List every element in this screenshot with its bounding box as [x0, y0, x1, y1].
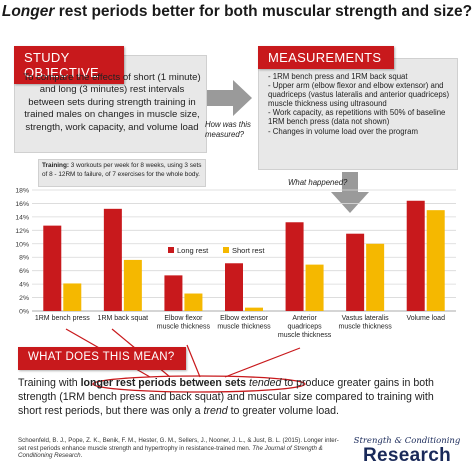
y-tick-label: 16%	[15, 201, 29, 208]
bar-long-rest	[346, 233, 365, 311]
bar-short-rest	[305, 264, 324, 311]
bar-long-rest	[285, 222, 304, 311]
bar-long-rest	[406, 200, 425, 311]
x-tick-label: Volume load	[406, 315, 445, 322]
highlighted-phrase: longer rest periods between sets	[80, 377, 247, 389]
y-tick-label: 4%	[19, 282, 29, 289]
what-happened-label: What happened?	[288, 178, 348, 187]
bar-short-rest	[366, 243, 385, 311]
x-tick-label: quadriceps	[287, 324, 322, 331]
legend-swatch	[223, 247, 229, 253]
training-box: Training: 3 workouts per week for 8 week…	[38, 159, 206, 187]
x-tick-label: 1RM back squat	[98, 315, 149, 322]
y-tick-label: 18%	[15, 188, 29, 195]
bar-long-rest	[43, 225, 62, 311]
x-tick-label: Elbow extensor	[220, 315, 269, 322]
right-arrow-icon	[207, 80, 252, 116]
measurements-box	[258, 58, 458, 170]
bar-short-rest	[184, 293, 203, 311]
measurements-heading: MEASUREMENTS	[258, 46, 394, 69]
page-title: Longer rest periods better for both musc…	[1, 3, 473, 20]
how-measured-label: How was this measured?	[205, 120, 251, 139]
bar-short-rest	[63, 283, 82, 311]
measurement-item: - 1RM bench press and 1RM back squat	[268, 72, 408, 81]
measurement-item: - Work capacity, as repetitions with 50%…	[268, 108, 446, 127]
legend-label: Long rest	[177, 246, 209, 255]
x-tick-label: Anterior	[292, 315, 317, 322]
legend-swatch	[168, 247, 174, 253]
study-objective-text: To compare the effects of short (1 minut…	[23, 72, 201, 133]
meaning-heading: WHAT DOES THIS MEAN?	[18, 347, 186, 370]
down-arrow-icon	[331, 172, 369, 213]
x-tick-label: muscle thickness	[278, 332, 332, 339]
bar-long-rest	[225, 263, 243, 311]
citation: Schoenfeld, B. J., Pope, Z. K., Benik, F…	[18, 437, 339, 460]
measurement-item: - Changes in volume load over the progra…	[268, 126, 418, 136]
y-tick-label: 0%	[19, 309, 29, 316]
measurement-item: - Upper arm (elbow flexor and elbow exte…	[268, 81, 450, 109]
bar-long-rest	[103, 208, 122, 311]
y-tick-label: 10%	[15, 241, 29, 248]
study-objective-heading: STUDY OBJECTIVE	[14, 46, 124, 84]
x-tick-label: 1RM bench press	[35, 315, 90, 322]
x-tick-label: Elbow flexor	[164, 315, 203, 322]
bar-short-rest	[123, 259, 142, 311]
y-tick-label: 8%	[19, 255, 29, 262]
measurements-list: - 1RM bench press and 1RM back squat - U…	[268, 72, 454, 136]
y-tick-label: 14%	[15, 214, 29, 221]
x-tick-label: muscle thickness	[217, 324, 271, 331]
logo-bottom-text: Research	[363, 445, 451, 466]
annotation-line	[224, 347, 301, 378]
x-tick-label: muscle thickness	[338, 324, 392, 331]
journal-logo: Strength & Conditioning Research	[348, 436, 466, 466]
results-bar-chart: 0% 2% 4% 6% 8% 10% 12% 14% 16% 18% 1RM bench press…	[15, 188, 456, 339]
legend-label: Short rest	[232, 246, 265, 255]
x-tick-label: Vastus lateralis	[342, 315, 389, 322]
y-tick-label: 12%	[15, 228, 29, 235]
annotation-line	[186, 344, 201, 378]
y-tick-label: 2%	[19, 295, 29, 302]
y-tick-label: 6%	[19, 268, 29, 275]
bar-short-rest	[426, 210, 445, 311]
logo-top-text: Strength & Conditioning	[353, 436, 461, 446]
bar-long-rest	[164, 275, 183, 311]
bar-short-rest	[245, 307, 263, 311]
x-tick-label: muscle thickness	[157, 324, 211, 331]
meaning-text: Training with longer rest periods betwee…	[18, 377, 434, 417]
